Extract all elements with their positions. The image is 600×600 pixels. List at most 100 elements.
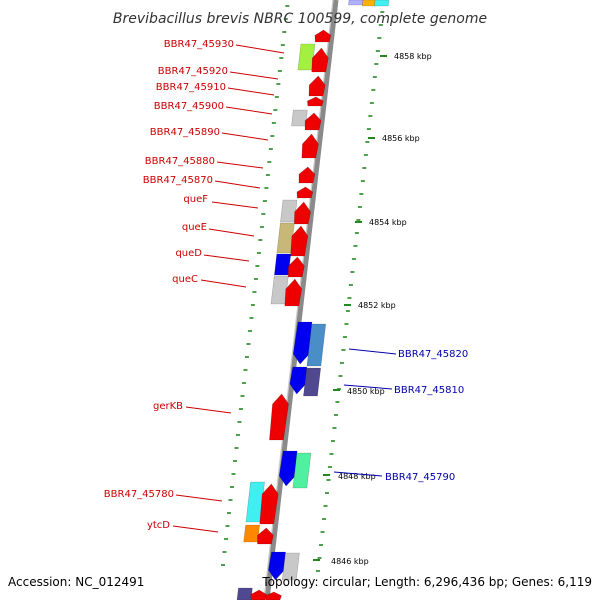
gene-arrow[interactable]	[293, 201, 311, 225]
tick-4856: 4856 kbp	[368, 134, 420, 143]
leader-line	[235, 44, 285, 54]
gene-arrow[interactable]	[311, 47, 329, 73]
genome-backbone	[264, 0, 339, 600]
leader-line	[227, 87, 275, 96]
gene-arrow[interactable]	[268, 551, 286, 581]
gene-arrow[interactable]	[257, 527, 274, 545]
tick-label: 4856 kbp	[382, 134, 420, 143]
tick-4850: 4850 kbp	[333, 387, 385, 396]
tick-4858: 4858 kbp	[380, 52, 432, 61]
gene-arrow[interactable]	[296, 186, 314, 199]
leader-line	[221, 132, 269, 141]
tick-label: 4854 kbp	[369, 218, 407, 227]
gene-label-quee[interactable]: queE	[182, 222, 255, 237]
gene-feature-box[interactable]	[236, 587, 253, 600]
leader-line	[208, 228, 255, 237]
gene-arrow[interactable]	[308, 75, 326, 97]
leader-line	[229, 71, 279, 80]
leader-line	[203, 254, 250, 262]
tick-label: 4846 kbp	[331, 557, 369, 566]
tick-4846: 4846 kbp	[313, 557, 369, 566]
leader-line	[172, 525, 219, 533]
gene-arrow[interactable]	[298, 166, 316, 184]
gene-label-text: BBR47_45880	[145, 156, 215, 167]
leader-line	[211, 201, 259, 209]
gene-label-text: BBR47_45780	[104, 489, 174, 500]
gene-label-text: queE	[182, 222, 207, 233]
tick-label: 4848 kbp	[338, 472, 376, 481]
gene-label-text: BBR47_45820	[398, 349, 468, 360]
gene-label-text: gerKB	[153, 401, 183, 412]
gene-feature-box[interactable]	[306, 323, 327, 367]
gene-label-quef[interactable]: queF	[183, 194, 259, 209]
leader-line	[185, 406, 232, 414]
gene-label-bbr47-45930[interactable]: BBR47_45930	[164, 39, 285, 54]
gene-feature-box[interactable]	[292, 452, 312, 489]
gene-arrow[interactable]	[278, 450, 298, 487]
tick-4852: 4852 kbp	[344, 301, 396, 310]
leader-line	[333, 471, 383, 477]
dotted-guides	[221, 5, 385, 572]
gene-label-bbr47-45810[interactable]: BBR47_45810	[343, 384, 464, 396]
gene-label-bbr47-45780[interactable]: BBR47_45780	[104, 489, 223, 502]
map-title: Brevibacillus brevis NBRC 100599, comple…	[113, 11, 487, 27]
gene-feature-box[interactable]	[303, 367, 322, 397]
leader-line	[200, 279, 247, 288]
gene-arrow[interactable]	[259, 483, 279, 525]
gene-label-text: BBR47_45890	[150, 127, 220, 138]
tick-4848: 4848 kbp	[323, 472, 376, 481]
kbp-ticks: 4858 kbp 4856 kbp 4854 kbp 4852 kbp 4850…	[313, 52, 432, 566]
gene-arrow[interactable]	[301, 133, 319, 159]
gene-label-text: BBR47_45810	[394, 385, 464, 396]
gene-label-text: BBR47_45870	[143, 175, 213, 186]
leader-line	[343, 384, 393, 390]
gene-arrow[interactable]	[292, 321, 313, 365]
gene-label-bbr47-45870[interactable]: BBR47_45870	[143, 175, 261, 189]
gene-label-text: queF	[183, 194, 208, 205]
gene-label-bbr47-45790[interactable]: BBR47_45790	[333, 471, 455, 483]
gene-label-ytcd[interactable]: ytcD	[147, 520, 219, 533]
gene-label-text: BBR47_45910	[156, 82, 226, 93]
leader-line	[216, 161, 264, 169]
gene-arrow[interactable]	[287, 256, 305, 278]
gene-label-bbr47-45910[interactable]: BBR47_45910	[156, 82, 275, 96]
leader-line	[348, 348, 397, 355]
gene-arrow[interactable]	[290, 225, 309, 257]
gene-labels-left: BBR47_45930 BBR47_45920 BBR47_45910 BBR4…	[104, 39, 285, 533]
gene-label-text: BBR47_45900	[154, 101, 224, 112]
gene-labels-right: BBR47_45820 BBR47_45810 BBR47_45790	[333, 348, 468, 483]
gene-label-bbr47-45820[interactable]: BBR47_45820	[348, 348, 468, 360]
gene-label-bbr47-45920[interactable]: BBR47_45920	[158, 66, 279, 80]
gene-label-gerkb[interactable]: gerKB	[153, 401, 232, 414]
gene-label-text: queD	[175, 248, 202, 259]
gene-label-bbr47-45880[interactable]: BBR47_45880	[145, 156, 264, 169]
gene-feature-box[interactable]	[281, 552, 300, 581]
leader-line	[225, 106, 273, 115]
gene-track	[236, 0, 390, 600]
gene-label-text: BBR47_45790	[385, 472, 455, 483]
gene-label-text: BBR47_45920	[158, 66, 228, 77]
gene-arrow[interactable]	[265, 591, 282, 600]
gene-arrow[interactable]	[289, 366, 308, 395]
gene-label-quec[interactable]: queC	[172, 274, 247, 288]
tick-label: 4850 kbp	[347, 387, 385, 396]
leader-line	[175, 494, 223, 502]
gene-label-qued[interactable]: queD	[175, 248, 250, 262]
accession-text: Accession: NC_012491	[8, 575, 144, 589]
gene-label-text: queC	[172, 274, 198, 285]
gene-arrow[interactable]	[284, 278, 303, 307]
gene-arrow[interactable]	[250, 589, 267, 600]
gene-arrow[interactable]	[304, 112, 322, 131]
topology-text: Topology: circular; Length: 6,296,436 bp…	[261, 575, 592, 589]
leader-line	[214, 180, 261, 189]
gene-arrow[interactable]	[307, 96, 324, 107]
gene-feature-box[interactable]	[348, 0, 364, 6]
gene-label-bbr47-45890[interactable]: BBR47_45890	[150, 127, 269, 141]
gene-feature-box[interactable]	[373, 0, 390, 7]
gene-label-bbr47-45900[interactable]: BBR47_45900	[154, 101, 273, 115]
gene-label-text: BBR47_45930	[164, 39, 234, 50]
gene-arrow[interactable]	[314, 29, 332, 43]
gene-arrow[interactable]	[269, 393, 289, 441]
tick-4854: 4854 kbp	[355, 218, 407, 227]
